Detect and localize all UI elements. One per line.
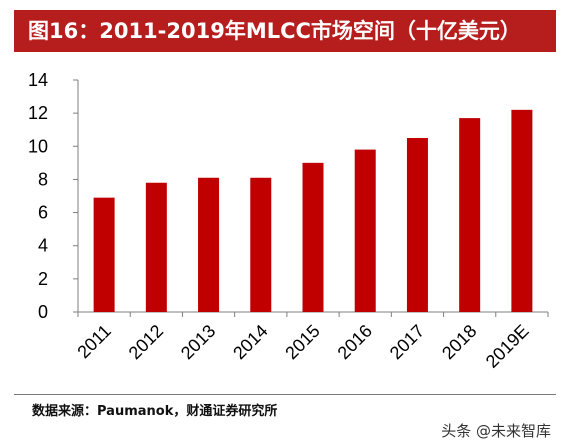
y-tick-label: 2 <box>38 269 48 289</box>
bar-2012 <box>145 182 167 312</box>
x-tick-label: 2012 <box>125 321 167 363</box>
watermark: 头条 @未来智库 <box>441 422 551 440</box>
source-divider <box>14 394 556 395</box>
y-tick-label: 4 <box>38 236 48 256</box>
bar-2017 <box>406 138 428 312</box>
y-tick-label: 12 <box>28 103 48 123</box>
bar-2019E <box>511 109 533 312</box>
bar-2013 <box>198 177 220 312</box>
bar-2016 <box>354 149 376 312</box>
source-note: 数据来源：Paumanok，财通证券研究所 <box>32 404 278 419</box>
y-tick-label: 6 <box>38 203 48 223</box>
x-tick-label: 2015 <box>281 321 323 363</box>
x-tick-label: 2019E <box>482 321 533 372</box>
x-tick-label: 2013 <box>177 321 219 363</box>
bar-2011 <box>93 197 115 312</box>
x-tick-label: 2018 <box>438 321 480 363</box>
x-tick-label: 2016 <box>334 321 376 363</box>
bar-2018 <box>459 118 481 312</box>
x-tick-label: 2017 <box>386 321 428 363</box>
bar-2015 <box>302 162 324 312</box>
y-tick-label: 14 <box>28 70 48 90</box>
x-tick-label: 2011 <box>73 321 115 363</box>
chart-title: 图16：2011-2019年MLCC市场空间（十亿美元） <box>14 10 556 52</box>
y-tick-label: 8 <box>38 169 48 189</box>
bar-2014 <box>250 177 272 312</box>
x-tick-label: 2014 <box>229 321 271 363</box>
y-tick-label: 10 <box>28 136 48 156</box>
y-tick-label: 0 <box>38 302 48 322</box>
